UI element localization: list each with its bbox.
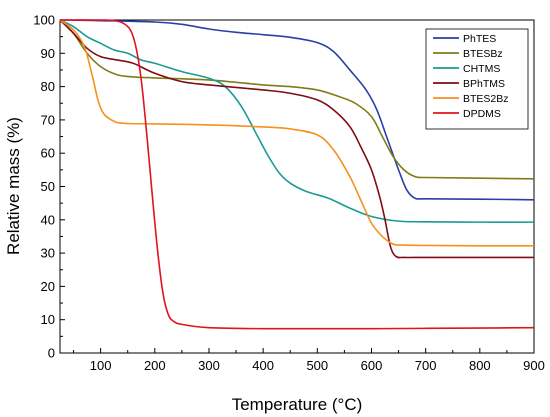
x-tick-label: 700 bbox=[415, 358, 437, 373]
axis-ticks: 100 200 300 400 500 600 700 800 900 0 10 20 30 40 50 60… bbox=[33, 13, 545, 374]
legend-label-chtms: CHTMS bbox=[463, 63, 500, 75]
legend-label-btesbz: BTESBz bbox=[463, 48, 503, 60]
y-tick-label: 0 bbox=[48, 346, 55, 361]
x-tick-label: 100 bbox=[90, 358, 112, 373]
x-tick-label: 900 bbox=[523, 358, 545, 373]
legend-label-dpdms: DPDMS bbox=[463, 108, 501, 120]
y-axis-title: Relative mass (%) bbox=[4, 117, 23, 255]
y-tick-label: 60 bbox=[41, 146, 55, 161]
x-tick-label: 500 bbox=[306, 358, 328, 373]
y-tick-label: 70 bbox=[41, 112, 55, 127]
y-tick-label: 100 bbox=[33, 13, 55, 28]
series-line-bphtms bbox=[59, 19, 534, 259]
y-tick-label: 20 bbox=[41, 279, 55, 294]
series-line-btesbz bbox=[59, 19, 535, 180]
y-tick-label: 80 bbox=[41, 79, 55, 94]
series-line-chtms bbox=[59, 19, 535, 223]
y-tick-label: 30 bbox=[41, 246, 55, 261]
y-tick-label: 10 bbox=[41, 312, 55, 327]
x-tick-label: 600 bbox=[361, 358, 383, 373]
legend-label-btes2bz: BTES2Bz bbox=[463, 93, 509, 105]
y-tick-label: 90 bbox=[41, 46, 55, 61]
legend-label-bphtms: BPhTMS bbox=[463, 78, 505, 90]
x-tick-label: 200 bbox=[144, 358, 166, 373]
x-axis-title: Temperature (°C) bbox=[232, 395, 363, 414]
y-tick-label: 50 bbox=[41, 179, 55, 194]
y-tick-label: 40 bbox=[41, 212, 55, 227]
x-tick-label: 300 bbox=[198, 358, 220, 373]
legend: PhTES BTESBz CHTMS BPhTMS BTES2Bz DPDMS bbox=[425, 28, 529, 130]
series-lines bbox=[59, 19, 535, 330]
x-tick-label: 400 bbox=[252, 358, 274, 373]
series-line-btes2bz bbox=[59, 19, 535, 247]
series-line-phtes bbox=[59, 19, 535, 201]
x-tick-label: 800 bbox=[469, 358, 491, 373]
series-line-dpdms bbox=[59, 19, 535, 330]
legend-label-phtes: PhTES bbox=[463, 33, 496, 45]
